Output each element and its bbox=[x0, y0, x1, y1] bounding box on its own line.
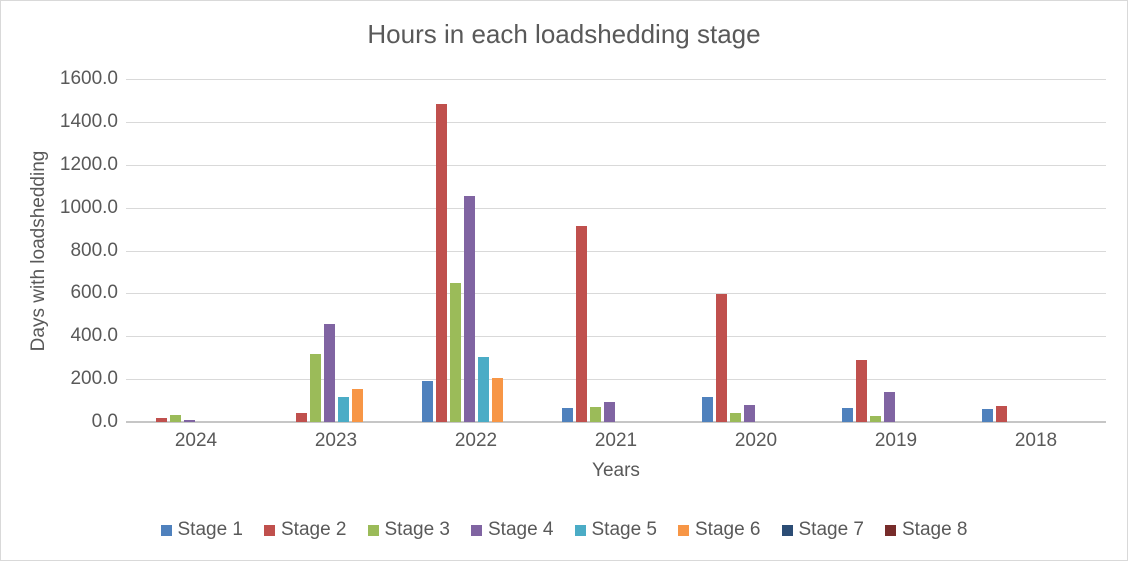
bar-stage-3-2022 bbox=[450, 283, 461, 422]
gridline bbox=[126, 165, 1106, 166]
legend-item-stage-1: Stage 1 bbox=[160, 519, 244, 541]
legend-item-stage-2: Stage 2 bbox=[264, 519, 347, 541]
y-tick-label: 1400.0 bbox=[59, 111, 118, 132]
bar-stage-4-2020 bbox=[744, 405, 755, 422]
legend-swatch-icon bbox=[781, 524, 793, 536]
bar-stage-4-2023 bbox=[324, 324, 335, 422]
bar-stage-4-2019 bbox=[884, 392, 895, 422]
bar-stage-2-2023 bbox=[296, 413, 307, 422]
legend-swatch-icon bbox=[160, 524, 172, 536]
x-tick-label-2023: 2023 bbox=[314, 430, 358, 451]
gridline bbox=[126, 208, 1106, 209]
legend-label: Stage 7 bbox=[798, 519, 865, 540]
bar-stage-1-2018 bbox=[982, 409, 993, 422]
bar-stage-1-2020 bbox=[702, 397, 713, 422]
bar-stage-4-2024 bbox=[184, 420, 195, 422]
x-tick-label-2022: 2022 bbox=[454, 430, 498, 451]
x-tick-label-2019: 2019 bbox=[874, 430, 918, 451]
bar-stage-3-2019 bbox=[870, 416, 881, 422]
gridline bbox=[126, 293, 1106, 294]
y-tick-label: 1200.0 bbox=[59, 154, 118, 175]
y-tick-label: 400.0 bbox=[70, 325, 118, 346]
legend-item-stage-3: Stage 3 bbox=[367, 519, 451, 541]
y-tick-label: 600.0 bbox=[70, 282, 118, 303]
legend-item-stage-7: Stage 7 bbox=[781, 519, 865, 541]
bar-stage-4-2022 bbox=[464, 196, 475, 422]
legend-label: Stage 5 bbox=[591, 519, 658, 540]
gridline bbox=[126, 379, 1106, 380]
x-tick-label-2018: 2018 bbox=[1014, 430, 1058, 451]
legend-swatch-icon bbox=[264, 524, 275, 536]
bar-stage-2-2020 bbox=[716, 294, 727, 422]
legend-swatch-icon bbox=[471, 524, 482, 536]
bar-stage-2-2022 bbox=[436, 104, 447, 422]
x-tick-label-2024: 2024 bbox=[174, 430, 218, 451]
legend-label: Stage 6 bbox=[695, 519, 761, 540]
gridline bbox=[126, 79, 1106, 80]
legend-swatch-icon bbox=[367, 524, 379, 536]
y-tick-label: 200.0 bbox=[70, 368, 118, 389]
x-axis-title: Years bbox=[592, 460, 640, 481]
bar-stage-1-2021 bbox=[562, 408, 573, 422]
x-axis-line bbox=[126, 421, 1106, 423]
legend-label: Stage 8 bbox=[902, 519, 968, 540]
bar-stage-1-2019 bbox=[842, 408, 853, 422]
legend-swatch-icon bbox=[574, 524, 586, 536]
gridline bbox=[126, 336, 1106, 337]
x-tick-label-2021: 2021 bbox=[594, 430, 638, 451]
bar-stage-3-2023 bbox=[310, 354, 321, 422]
legend-label: Stage 3 bbox=[384, 519, 451, 540]
y-tick-label: 0.0 bbox=[91, 411, 118, 432]
legend-item-stage-5: Stage 5 bbox=[574, 519, 658, 541]
legend-swatch-icon bbox=[678, 524, 689, 536]
bar-stage-3-2024 bbox=[170, 415, 181, 422]
bar-stage-2-2019 bbox=[856, 360, 867, 422]
bar-stage-4-2021 bbox=[604, 402, 615, 422]
bar-stage-5-2022 bbox=[478, 357, 489, 422]
bar-stage-1-2022 bbox=[422, 381, 433, 422]
y-tick-label: 800.0 bbox=[70, 240, 118, 261]
legend-label: Stage 4 bbox=[488, 519, 554, 540]
bar-stage-6-2022 bbox=[492, 378, 503, 422]
chart-title: Hours in each loadshedding stage bbox=[367, 19, 761, 49]
bar-stage-5-2023 bbox=[338, 397, 349, 422]
gridline bbox=[126, 251, 1106, 252]
bar-stage-2-2024 bbox=[156, 418, 167, 422]
legend: Stage 1 Stage 2 Stage 3 Stage 4 Stage 5 Stage… bbox=[1, 518, 1127, 542]
bar-stage-3-2021 bbox=[590, 407, 601, 422]
legend-label: Stage 1 bbox=[177, 519, 244, 540]
legend-item-stage-6: Stage 6 bbox=[678, 519, 761, 541]
legend-swatch-icon bbox=[885, 524, 896, 536]
x-tick-label-2020: 2020 bbox=[734, 430, 778, 451]
gridline bbox=[126, 122, 1106, 123]
y-tick-label: 1600.0 bbox=[59, 68, 118, 89]
legend-item-stage-4: Stage 4 bbox=[471, 519, 554, 541]
bar-stage-2-2018 bbox=[996, 406, 1007, 422]
y-tick-label: 1000.0 bbox=[59, 197, 118, 218]
bar-stage-2-2021 bbox=[576, 226, 587, 422]
bar-stage-6-2023 bbox=[352, 389, 363, 422]
legend-label: Stage 2 bbox=[281, 519, 347, 540]
legend-item-stage-8: Stage 8 bbox=[885, 519, 968, 541]
bar-stage-3-2020 bbox=[730, 413, 741, 422]
